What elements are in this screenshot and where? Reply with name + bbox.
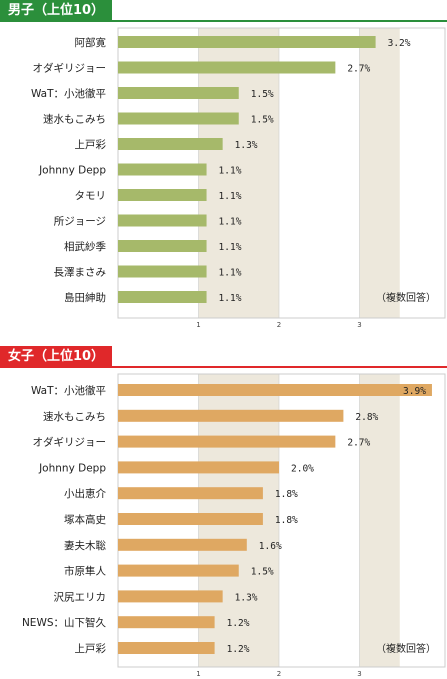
male-value-label: 1.5% — [251, 115, 274, 126]
female-value-label: 1.6% — [259, 541, 282, 552]
male-category-label: 上戸彩 — [75, 139, 107, 151]
male-value-label: 2.7% — [347, 64, 370, 75]
female-bar — [118, 461, 279, 474]
male-value-label: 1.1% — [219, 217, 242, 228]
male-bar — [118, 240, 207, 252]
female-bar — [118, 435, 336, 448]
female-bar — [118, 409, 344, 422]
male-bar — [118, 36, 376, 48]
female-bar — [118, 564, 239, 577]
male-bar — [118, 163, 207, 176]
female-value-label: 2.7% — [347, 438, 370, 449]
male-bar-chart: 1 2 3 阿部寛 3.2% オダギリジョー 2.7% WaT：小池徹平 1.5% 速水もこみち 1… — [31, 27, 446, 329]
male-category-label: 阿部寛 — [75, 36, 107, 49]
male-value-label: 1.5% — [251, 89, 274, 100]
male-category-label: 速水もこみち — [43, 114, 106, 126]
female-category-label: 小出恵介 — [64, 487, 106, 500]
male-value-label: 1.1% — [219, 191, 242, 202]
female-value-label: 1.2% — [227, 644, 250, 655]
male-bar — [118, 112, 239, 125]
male-chart-section: 男子（上位10） 1 2 3 阿部寛 3.2% オダギリジョー 2.7% WaT：小池徹平 1.… — [0, 0, 447, 330]
male-category-label: 長澤まさみ — [54, 267, 107, 279]
male-bar — [118, 138, 223, 150]
male-category-label: オダギリジョー — [33, 62, 107, 75]
male-category-label: 島田紳助 — [64, 291, 106, 304]
male-bar — [118, 291, 207, 303]
female-category-label: 妻夫木聡 — [64, 539, 106, 552]
female-value-label: 1.2% — [227, 618, 250, 629]
female-category-label: オダギリジョー — [33, 436, 107, 449]
male-note: （複数回答） — [376, 291, 436, 304]
female-bar — [118, 642, 215, 654]
female-tick-label: 1 — [196, 670, 200, 678]
male-tick-label: 2 — [277, 321, 281, 329]
female-category-label: 塚本高史 — [64, 513, 106, 526]
female-bar — [118, 590, 223, 603]
male-grid-band — [359, 28, 400, 318]
male-value-label: 1.1% — [219, 166, 242, 177]
female-bar — [118, 538, 247, 551]
female-title-rule — [0, 366, 447, 368]
male-chart-title: 男子（上位10） — [0, 0, 113, 22]
male-bar — [118, 87, 239, 99]
female-category-label: Johnny Depp — [38, 462, 106, 474]
male-bar — [118, 61, 336, 74]
female-grid-band — [359, 374, 400, 667]
male-category-label: タモリ — [75, 190, 107, 202]
male-category-label: Johnny Depp — [38, 165, 106, 177]
female-category-label: WaT：小池徹平 — [31, 384, 106, 397]
female-bar — [118, 487, 263, 500]
female-bar — [118, 384, 432, 396]
male-value-label: 1.1% — [219, 268, 242, 279]
female-note: （複数回答） — [376, 642, 436, 655]
female-value-label: 3.9% — [403, 386, 426, 397]
male-category-label: 相武紗季 — [64, 240, 106, 253]
male-bar — [118, 189, 207, 201]
female-bar — [118, 513, 263, 525]
female-value-label: 2.0% — [291, 463, 314, 474]
male-value-label: 1.1% — [219, 293, 242, 304]
female-chart-title: 女子（上位10） — [0, 346, 113, 368]
female-value-label: 1.3% — [235, 592, 258, 603]
female-category-label: 速水もこみち — [43, 411, 106, 423]
male-value-label: 1.1% — [219, 242, 242, 253]
male-tick-label: 1 — [196, 321, 200, 329]
male-bar — [118, 214, 207, 227]
male-value-label: 3.2% — [388, 38, 411, 49]
female-tick-label: 3 — [357, 670, 361, 678]
female-category-label: 市原隼人 — [64, 565, 106, 578]
male-grid-band — [198, 28, 279, 318]
female-bar-chart: 1 2 3 WaT：小池徹平 3.9% 速水もこみち 2.8% オダギリジョー 2.7% John… — [22, 373, 446, 678]
female-category-label: 沢尻エリカ — [54, 590, 107, 603]
female-value-label: 2.8% — [355, 412, 378, 423]
female-value-label: 1.8% — [275, 515, 298, 526]
male-category-label: 所ジョージ — [54, 216, 106, 228]
female-chart-section: 女子（上位10） 1 2 3 WaT：小池徹平 3.9% 速水もこみち 2.8% オダギリジョ… — [0, 346, 447, 679]
female-value-label: 1.8% — [275, 489, 298, 500]
male-title-rule — [0, 20, 447, 22]
female-tick-label: 2 — [277, 670, 281, 678]
male-bar — [118, 265, 207, 278]
female-category-label: NEWS：山下智久 — [22, 616, 107, 629]
female-bar — [118, 616, 215, 629]
male-value-label: 1.3% — [235, 140, 258, 151]
male-tick-label: 3 — [357, 321, 361, 329]
female-category-label: 上戸彩 — [75, 643, 107, 655]
female-value-label: 1.5% — [251, 567, 274, 578]
male-category-label: WaT：小池徹平 — [31, 87, 106, 100]
